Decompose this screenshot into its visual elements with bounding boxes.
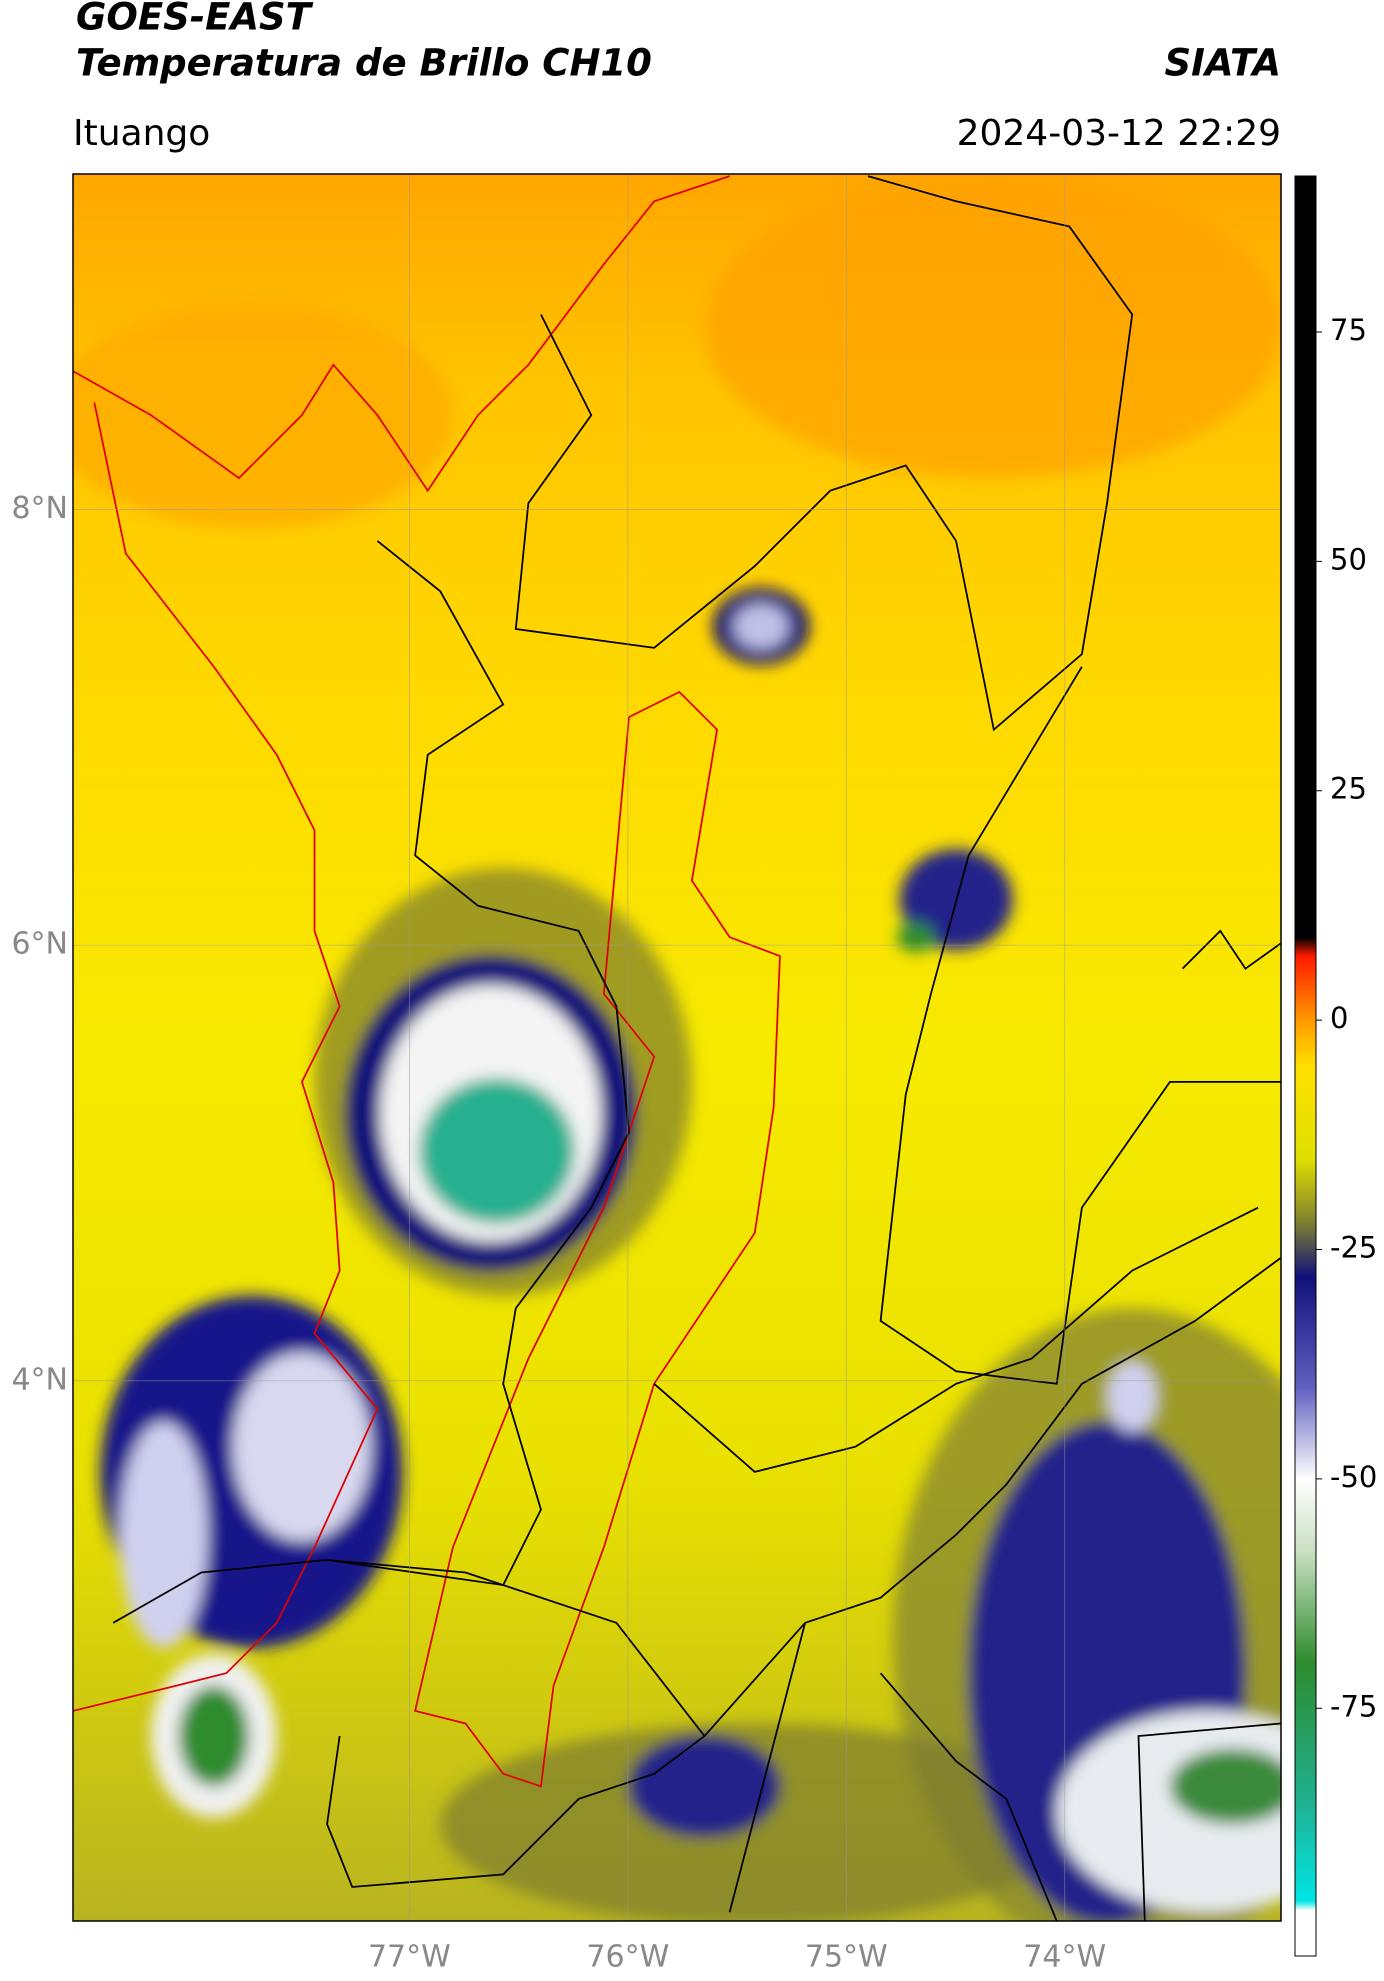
colorbar-tick-label: 25 — [1330, 772, 1367, 806]
colorbar-segment — [1295, 937, 1316, 957]
location: Ituango — [73, 113, 210, 154]
colorbar-segment — [1295, 1552, 1316, 1663]
colorbar-frame — [1294, 175, 1317, 1957]
colorbar-tick-label: 50 — [1330, 542, 1367, 576]
lon-label: 76°W — [586, 1940, 669, 1975]
admin-border — [804, 1257, 1281, 1624]
colorbar-segment — [1295, 1066, 1316, 1159]
colorbar-tick-label: -25 — [1330, 1231, 1377, 1265]
subtitle: Temperatura de Brillo CH10 — [76, 42, 652, 85]
title: GOES-EAST — [76, 0, 314, 39]
colorbar-segment — [1295, 1478, 1316, 1553]
colorbar-segment — [1295, 1800, 1316, 1902]
lat-label: 4°N — [11, 1362, 68, 1397]
colorbar-tick-label: 0 — [1330, 1001, 1348, 1035]
coastline — [73, 175, 730, 493]
colorbar-segment — [1295, 1221, 1316, 1278]
admin-border — [1181, 929, 1281, 970]
map-axes: 77°W 76°W 75°W 74°W 4°N 6°N 8°N — [11, 174, 1281, 1975]
colorbar-segment — [1295, 1910, 1316, 1957]
admin-border — [326, 540, 630, 1587]
colorbar-segment — [1295, 1020, 1316, 1067]
basin — [414, 690, 781, 1788]
colorbar-segment — [1295, 1157, 1316, 1223]
colorbar-tick-label: -75 — [1330, 1689, 1377, 1723]
colorbar-segment — [1295, 1387, 1316, 1480]
lon-label: 75°W — [805, 1940, 888, 1975]
coastline — [73, 402, 379, 1712]
admin-border — [1137, 1722, 1281, 1921]
cloud-core — [1169, 1748, 1281, 1825]
colorbar-segment — [1295, 1900, 1316, 1911]
lat-label: 6°N — [11, 927, 68, 962]
colorbar-segment — [1295, 1277, 1316, 1388]
lat-label: 8°N — [11, 491, 68, 526]
source: SIATA — [1164, 42, 1281, 85]
colorbar-segment — [1295, 176, 1316, 939]
admin-border — [112, 1559, 806, 1913]
map-image — [73, 174, 1281, 1921]
admin-border — [879, 1672, 1058, 1921]
datetime: 2024-03-12 22:29 — [957, 113, 1281, 154]
warm-area — [704, 176, 1281, 478]
colorbar-segment — [1295, 955, 1316, 1021]
cloud-core — [896, 922, 935, 953]
admin-border — [653, 1206, 1259, 1473]
cloud — [629, 1736, 780, 1837]
cloud — [1107, 1361, 1158, 1432]
colorbar-segment — [1295, 1662, 1316, 1801]
cloud — [232, 1352, 372, 1542]
lon-label: 77°W — [368, 1940, 451, 1975]
admin-border — [879, 666, 1281, 1385]
lon-label: 74°W — [1023, 1940, 1106, 1975]
borders — [73, 175, 1281, 1921]
colorbar: -75 -50 -25 0 25 50 75 — [1294, 175, 1377, 1957]
cloud — [119, 1421, 208, 1648]
admin-border — [514, 175, 1134, 732]
warm-area — [73, 301, 453, 529]
colorbar-tick-label: 75 — [1330, 313, 1367, 347]
cloud-core — [178, 1685, 250, 1787]
cloud-core — [418, 1078, 575, 1225]
admin-border — [326, 1735, 706, 1888]
colorbar-tick-label: -50 — [1330, 1460, 1377, 1494]
cloud — [733, 603, 789, 650]
map-frame — [72, 173, 1282, 1922]
